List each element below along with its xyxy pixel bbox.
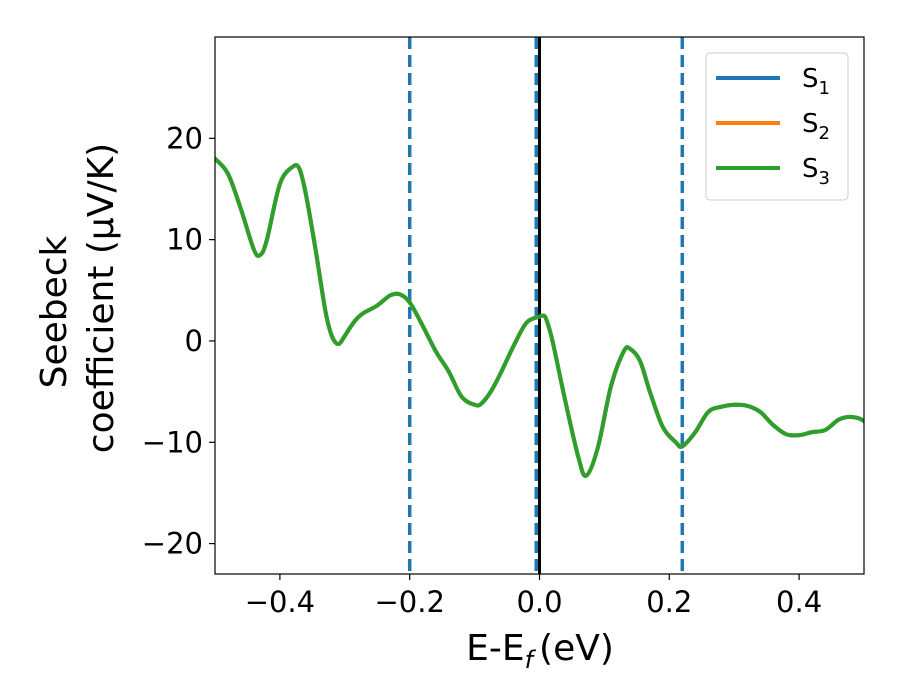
x-axis-title-unit: (eV)	[539, 628, 614, 669]
x-axis-title-main: E-E	[466, 628, 524, 669]
y-tick-label: −20	[142, 527, 203, 561]
legend-label-s1: S1	[802, 64, 830, 99]
x-tick-label: 0.0	[516, 585, 562, 619]
series-line-s3	[215, 156, 864, 478]
y-tick-label: 10	[166, 223, 203, 257]
y-axis-title-line1: Seebeck	[34, 235, 75, 388]
legend-label-s2: S2	[802, 109, 830, 144]
x-axis: −0.4 −0.2 0.0 0.2 0.4	[245, 574, 822, 619]
legend-box	[705, 52, 849, 201]
y-tick-label: −10	[142, 425, 203, 459]
y-tick-label: 0	[185, 324, 203, 358]
x-tick-label: −0.2	[374, 585, 444, 619]
x-tick-label: −0.4	[245, 585, 315, 619]
y-tick-label: 20	[166, 121, 203, 155]
legend: S1 S2 S3	[705, 52, 849, 201]
x-tick-label: 0.4	[776, 585, 822, 619]
y-axis: −20 −10 0 10 20	[142, 121, 215, 561]
legend-label-s3: S3	[802, 154, 830, 189]
y-axis-title-line2: coefficient (μV/K)	[81, 143, 122, 453]
reference-lines	[407, 37, 685, 574]
x-axis-title: E-Ef (eV)	[466, 628, 614, 674]
x-tick-label: 0.2	[646, 585, 692, 619]
series-lines	[215, 156, 864, 478]
